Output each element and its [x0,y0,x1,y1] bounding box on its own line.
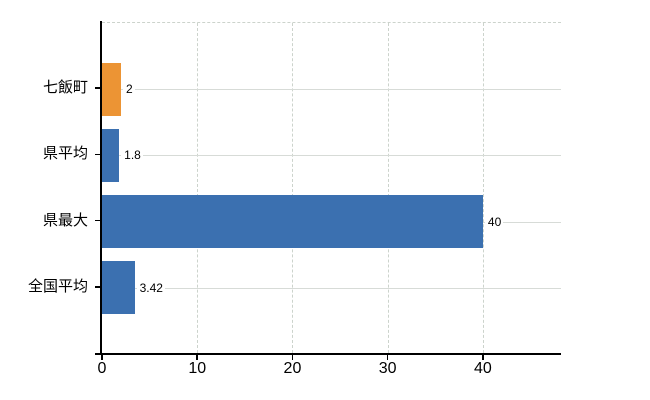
bar-value-label: 40 [484,213,504,230]
category-label: 七飯町 [42,79,88,97]
bar-4 [102,261,135,315]
category-gridline [102,155,561,157]
bar-value-label: 2 [123,81,135,98]
x-gridline [482,23,484,353]
x-axis-tick [196,353,198,360]
y-axis-tick [95,153,101,156]
bar-value-label: 3.42 [136,279,165,296]
x-axis-tick-label: 30 [378,360,397,377]
y-axis-line [100,21,102,354]
x-axis-tick-label: 40 [474,360,492,377]
category-gridline [102,287,561,289]
x-axis-tick [101,353,103,360]
x-axis-tick-label: 20 [283,360,302,377]
category-label: 県平均 [42,145,88,163]
x-gridline [292,23,294,353]
category-gridline [102,89,561,91]
plot-area: 2 1.8 40 3.42 [102,22,561,353]
category-label: 全国平均 [27,277,88,295]
category-label: 県最大 [42,211,88,229]
x-axis-line [95,353,561,355]
x-axis-tick [291,353,294,360]
x-gridline [197,23,199,353]
bar-value-label: 1.8 [121,147,143,164]
x-axis-tick [482,353,484,360]
y-axis-tick [95,87,101,89]
x-gridline [387,23,389,353]
y-axis-tick [95,219,101,222]
bar-1 [102,62,122,116]
x-axis-tick-label: 10 [188,360,207,377]
y-axis-tick [95,286,101,288]
bar-3 [102,195,483,249]
x-axis-tick-label: 0 [97,360,107,377]
x-axis-tick [386,353,389,360]
bar-2 [102,128,120,182]
